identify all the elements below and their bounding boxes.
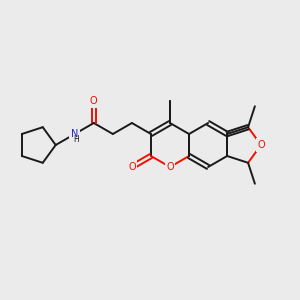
Text: O: O	[257, 140, 265, 150]
Text: O: O	[90, 96, 98, 106]
Text: O: O	[166, 162, 174, 172]
Text: N: N	[71, 129, 78, 139]
Text: O: O	[128, 162, 136, 172]
Text: H: H	[73, 136, 79, 145]
